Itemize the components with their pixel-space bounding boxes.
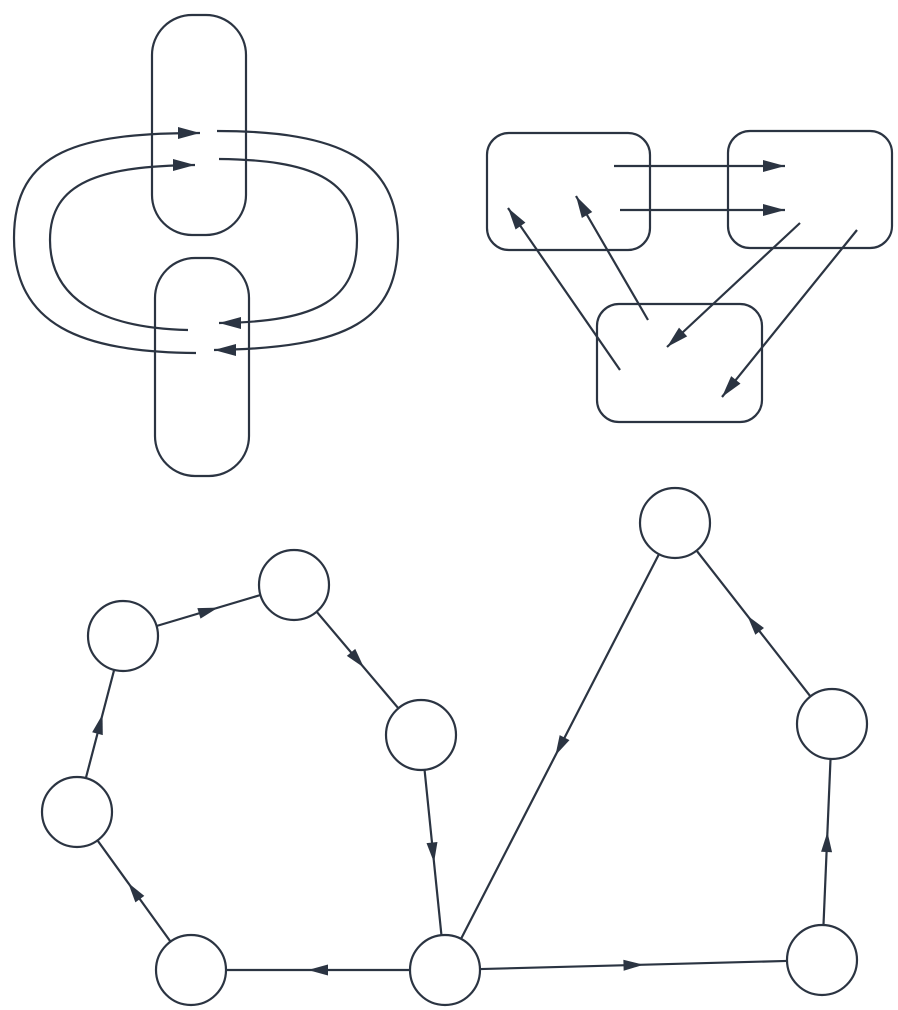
graph-node	[154, 933, 228, 1007]
box-arrow-line	[575, 195, 649, 321]
box-bottom	[595, 302, 764, 424]
graph-edge-arrowhead	[197, 607, 219, 619]
arrowhead-inner-bottom	[219, 317, 241, 329]
graph-node	[86, 599, 160, 673]
arrowhead-inner-top	[173, 159, 195, 171]
box-arrowhead	[508, 208, 526, 230]
interlocked-loops-panel	[12, 13, 400, 478]
graph-edge-arrowhead	[821, 832, 833, 853]
graph-nodes	[40, 486, 869, 1007]
box-arrow-line	[507, 207, 621, 371]
graph-edges	[84, 549, 833, 976]
graph-edge-arrowhead	[623, 959, 644, 971]
graph-node	[40, 775, 114, 849]
box-arrowhead	[667, 327, 688, 347]
graph-node	[408, 933, 482, 1007]
inner-loop-right	[218, 157, 359, 325]
graph-edge-arrowhead	[346, 648, 364, 668]
graph-edge-arrowhead	[426, 841, 438, 863]
graph-edge-arrowhead	[128, 882, 145, 903]
box-arrowhead	[722, 376, 741, 397]
arrowhead-outer-top	[178, 127, 200, 139]
inner-loop-left	[48, 163, 196, 332]
outer-loop-right	[213, 129, 400, 352]
box-arrow-line	[721, 229, 858, 398]
box-arrows	[507, 160, 858, 398]
box-arrowhead	[763, 204, 785, 216]
arrowhead-outer-bottom	[214, 344, 236, 356]
graph-node	[795, 687, 869, 761]
box-arrowhead	[763, 160, 785, 172]
graph-node	[785, 923, 859, 997]
graph-node	[257, 548, 331, 622]
outer-loop-left	[12, 131, 201, 355]
graph-node	[384, 698, 458, 772]
box-right	[726, 129, 894, 250]
graph-edge-arrowhead	[747, 615, 764, 635]
box-arrow-line	[666, 222, 801, 348]
bottom-capsule	[153, 256, 251, 478]
box-arrowhead	[576, 196, 593, 219]
graph-edge-arrowhead	[555, 735, 570, 756]
box-left	[485, 131, 652, 252]
three-box-panel	[485, 129, 894, 424]
graph-node	[638, 486, 712, 560]
top-capsule	[150, 13, 248, 237]
graph-edge-arrowhead	[92, 714, 103, 736]
graph-edge-arrowhead	[308, 964, 328, 976]
